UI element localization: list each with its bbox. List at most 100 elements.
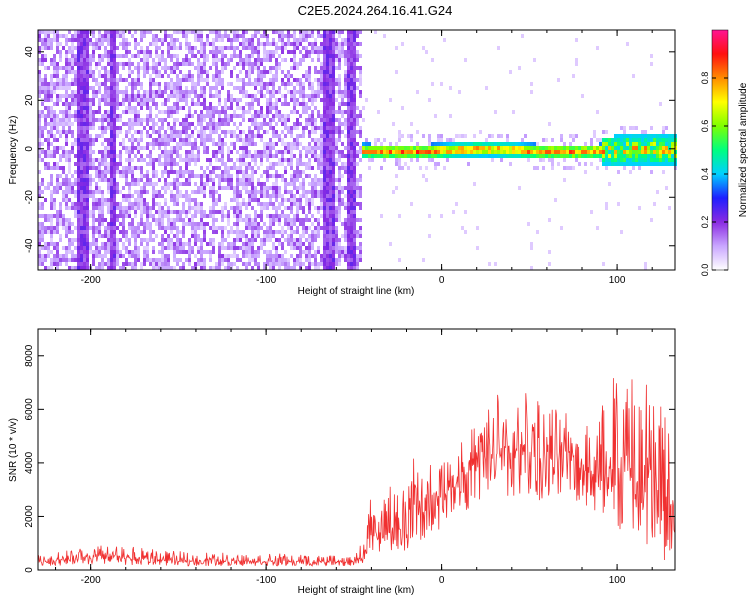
heatmap-cell xyxy=(611,150,614,154)
heatmap-cell xyxy=(320,178,323,182)
heatmap-cell xyxy=(302,250,305,254)
heatmap-cell xyxy=(251,154,254,158)
heatmap-cell xyxy=(104,234,107,238)
heatmap-cell xyxy=(353,146,356,150)
heatmap-cell xyxy=(611,142,614,146)
heatmap-cell xyxy=(239,210,242,214)
heatmap-cell xyxy=(86,86,89,90)
heatmap-cell xyxy=(383,146,386,150)
heatmap-cell xyxy=(80,198,83,202)
heatmap-cell xyxy=(263,150,266,154)
heatmap-cell xyxy=(272,266,275,270)
heatmap-cell xyxy=(557,162,560,166)
heatmap-cell xyxy=(176,154,179,158)
heatmap-cell xyxy=(143,50,146,54)
heatmap-cell xyxy=(71,78,74,82)
heatmap-cell xyxy=(122,142,125,146)
heatmap-cell xyxy=(74,114,77,118)
heatmap-cell xyxy=(287,258,290,262)
heatmap-cell xyxy=(53,150,56,154)
heatmap-cell xyxy=(275,70,278,74)
heatmap-cell xyxy=(131,226,134,230)
heatmap-cell xyxy=(347,182,350,186)
heatmap-cell xyxy=(86,74,89,78)
heatmap-cell xyxy=(101,34,104,38)
heatmap-cell xyxy=(242,82,245,86)
heatmap-cell xyxy=(332,126,335,130)
heatmap-cell xyxy=(230,166,233,170)
heatmap-cell xyxy=(518,186,521,190)
heatmap-cell xyxy=(188,74,191,78)
heatmap-cell xyxy=(53,146,56,150)
heatmap-cell xyxy=(332,46,335,50)
heatmap-cell xyxy=(347,122,350,126)
heatmap-cell xyxy=(341,174,344,178)
heatmap-cell xyxy=(152,78,155,82)
heatmap-cell xyxy=(41,258,44,262)
heatmap-cell xyxy=(362,150,365,154)
heatmap-cell xyxy=(200,218,203,222)
heatmap-cell xyxy=(413,154,416,158)
heatmap-cell xyxy=(272,106,275,110)
heatmap-cell xyxy=(185,198,188,202)
heatmap-cell xyxy=(353,90,356,94)
heatmap-cell xyxy=(95,174,98,178)
heatmap-cell xyxy=(290,34,293,38)
heatmap-cell xyxy=(170,230,173,234)
heatmap-cell xyxy=(41,206,44,210)
heatmap-cell xyxy=(452,142,455,146)
heatmap-cell xyxy=(443,150,446,154)
heatmap-cell xyxy=(155,174,158,178)
heatmap-cell xyxy=(152,186,155,190)
heatmap-cell xyxy=(167,246,170,250)
heatmap-cell xyxy=(272,90,275,94)
heatmap-cell xyxy=(314,130,317,134)
heatmap-cell xyxy=(92,254,95,258)
heatmap-cell xyxy=(161,42,164,46)
heatmap-cell xyxy=(107,126,110,130)
heatmap-cell xyxy=(311,130,314,134)
heatmap-cell xyxy=(59,262,62,266)
heatmap-cell xyxy=(71,146,74,150)
heatmap-cell xyxy=(323,242,326,246)
heatmap-cell xyxy=(257,150,260,154)
heatmap-cell xyxy=(68,206,71,210)
heatmap-cell xyxy=(305,238,308,242)
heatmap-cell xyxy=(47,146,50,150)
heatmap-cell xyxy=(290,90,293,94)
heatmap-cell xyxy=(230,178,233,182)
heatmap-cell xyxy=(326,66,329,70)
heatmap-cell xyxy=(263,182,266,186)
heatmap-cell xyxy=(401,134,404,138)
heatmap-cell xyxy=(272,186,275,190)
heatmap-cell xyxy=(347,54,350,58)
heatmap-cell xyxy=(113,202,116,206)
heatmap-cell xyxy=(503,146,506,150)
heatmap-cell xyxy=(311,46,314,50)
heatmap-cell xyxy=(158,194,161,198)
heatmap-cell xyxy=(341,190,344,194)
heatmap-cell xyxy=(212,222,215,226)
heatmap-cell xyxy=(350,166,353,170)
heatmap-cell xyxy=(212,182,215,186)
heatmap-cell xyxy=(59,50,62,54)
heatmap-cell xyxy=(398,130,401,134)
heatmap-cell xyxy=(65,262,68,266)
heatmap-cell xyxy=(182,142,185,146)
heatmap-cell xyxy=(323,158,326,162)
heatmap-cell xyxy=(191,98,194,102)
heatmap-cell xyxy=(344,222,347,226)
heatmap-cell xyxy=(434,166,437,170)
heatmap-cell xyxy=(83,222,86,226)
heatmap-cell xyxy=(416,90,419,94)
heatmap-cell xyxy=(131,254,134,258)
heatmap-cell xyxy=(242,246,245,250)
heatmap-cell xyxy=(464,154,467,158)
heatmap-cell xyxy=(176,38,179,42)
heatmap-cell xyxy=(119,206,122,210)
heatmap-cell xyxy=(155,234,158,238)
heatmap-cell xyxy=(185,162,188,166)
heatmap-cell xyxy=(320,82,323,86)
heatmap-cell xyxy=(167,42,170,46)
heatmap-cell xyxy=(86,154,89,158)
